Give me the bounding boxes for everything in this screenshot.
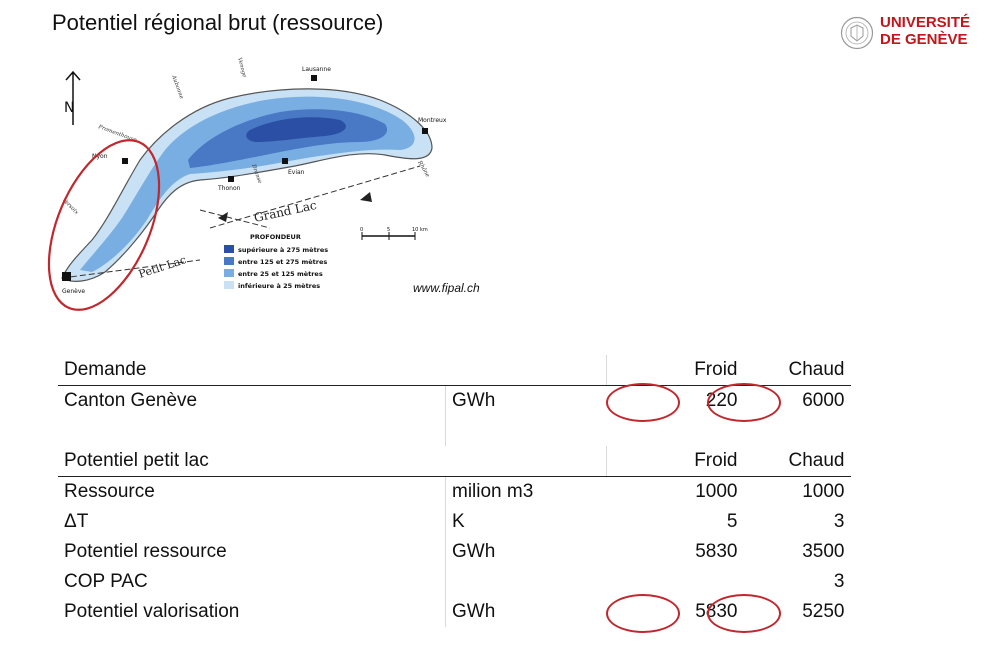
row-unit: GWh [452, 601, 496, 622]
petit-lac-label: Petit Lac [137, 253, 188, 281]
legend-item-1: supérieure à 275 mètres [238, 246, 328, 254]
river-aubonne: Aubonne [170, 74, 185, 101]
energy-table: Demande Froid Chaud Canton Genève GWh 22… [58, 355, 851, 627]
legend-item-4: inférieure à 25 mètres [238, 282, 320, 290]
petit-lac-highlight [47, 139, 161, 311]
table-row: Ressource milion m3 1000 1000 [58, 476, 851, 507]
demand-header-unit [445, 355, 607, 386]
row-chaud: 6000 [802, 390, 845, 411]
row-froid: 5 [726, 511, 738, 532]
row-label: Ressource [58, 476, 446, 507]
row-chaud: 1000 [802, 481, 845, 502]
row-chaud: 3 [833, 571, 845, 592]
legend-swatch-4 [224, 281, 234, 289]
potential-header-label: Potentiel petit lac [58, 446, 446, 477]
row-unit: GWh [452, 541, 496, 562]
university-logo: UNIVERSITÉ DE GENÈVE [840, 14, 990, 54]
city-montreux: Montreux [418, 117, 447, 124]
scale-5: 5 [387, 227, 390, 233]
row-froid: 1000 [695, 481, 738, 502]
river-versoix: Versoix [61, 197, 80, 216]
table-row: Canton Genève GWh 220 6000 [58, 385, 851, 416]
potential-header-froid: Froid [606, 446, 744, 477]
north-arrow-icon [65, 70, 81, 125]
lake-depth-275 [246, 117, 346, 142]
row-unit [446, 567, 607, 597]
river-rhone: Rhône [416, 159, 432, 179]
north-label: N [64, 100, 74, 116]
city-geneve: Genève [62, 288, 85, 295]
table-row: Potentiel valorisation GWh 5830 5250 [58, 597, 851, 627]
row-label: Canton Genève [58, 385, 446, 416]
row-froid: 5830 [695, 601, 738, 622]
demand-header-chaud: Chaud [743, 355, 851, 386]
legend-title: PROFONDEUR [250, 233, 301, 241]
scale-10: 10 km [412, 227, 428, 233]
row-label: COP PAC [58, 567, 446, 597]
table-row: Potentiel ressource GWh 5830 3500 [58, 537, 851, 567]
row-label: ΔT [58, 507, 446, 537]
city-lausanne: Lausanne [302, 66, 331, 73]
row-froid: 220 [705, 390, 738, 411]
row-unit: GWh [452, 390, 496, 411]
row-unit: K [452, 511, 465, 532]
row-label: Potentiel valorisation [58, 597, 446, 627]
legend-item-2: entre 125 et 275 mètres [238, 258, 327, 266]
row-froid [606, 567, 744, 597]
row-froid: 5830 [695, 541, 738, 562]
scale-0: 0 [360, 227, 363, 233]
logo-line-2: DE GENÈVE [880, 31, 968, 48]
legend-swatch-2 [224, 257, 234, 265]
row-chaud: 5250 [802, 601, 845, 622]
source-credit: www.fipal.ch [413, 281, 480, 295]
potential-header-chaud: Chaud [743, 446, 851, 477]
river-venoge: Venoge [236, 57, 247, 79]
row-chaud: 3 [833, 511, 845, 532]
potential-header-unit [445, 446, 607, 477]
lake-geneva-map: Lausanne Montreux Evian Thonon Nyon Genè… [47, 57, 447, 311]
spacer-row [58, 416, 851, 446]
row-chaud: 3500 [802, 541, 845, 562]
logo-line-1: UNIVERSITÉ [880, 14, 971, 31]
legend-swatch-1 [224, 245, 234, 253]
potential-header-row: Potentiel petit lac Froid Chaud [58, 446, 851, 477]
page-title: Potentiel régional brut (ressource) [52, 10, 384, 35]
table-row: COP PAC 3 [58, 567, 851, 597]
seal-icon [840, 16, 874, 50]
table-row: ΔT K 5 3 [58, 507, 851, 537]
city-thonon: Thonon [217, 185, 241, 192]
city-nyon: Nyon [92, 153, 108, 160]
row-unit: milion m3 [452, 481, 534, 502]
row-label: Potentiel ressource [58, 537, 446, 567]
city-evian: Evian [288, 169, 305, 176]
demand-header-label: Demande [58, 355, 446, 386]
legend-item-3: entre 25 et 125 mètres [238, 270, 323, 278]
grand-lac-label: Grand Lac [253, 198, 318, 225]
legend-swatch-3 [224, 269, 234, 277]
demand-header-row: Demande Froid Chaud [58, 355, 851, 386]
demand-header-froid: Froid [606, 355, 744, 386]
